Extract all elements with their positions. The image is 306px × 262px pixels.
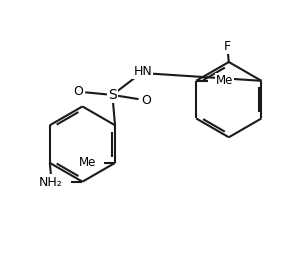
Text: F: F [224,40,231,53]
Text: O: O [141,94,151,107]
Text: O: O [73,85,83,98]
Text: NH₂: NH₂ [39,176,63,189]
Text: Me: Me [216,74,233,87]
Text: Me: Me [79,156,97,170]
Text: S: S [108,88,117,102]
Text: HN: HN [133,66,152,78]
Text: Me: Me [47,175,64,188]
